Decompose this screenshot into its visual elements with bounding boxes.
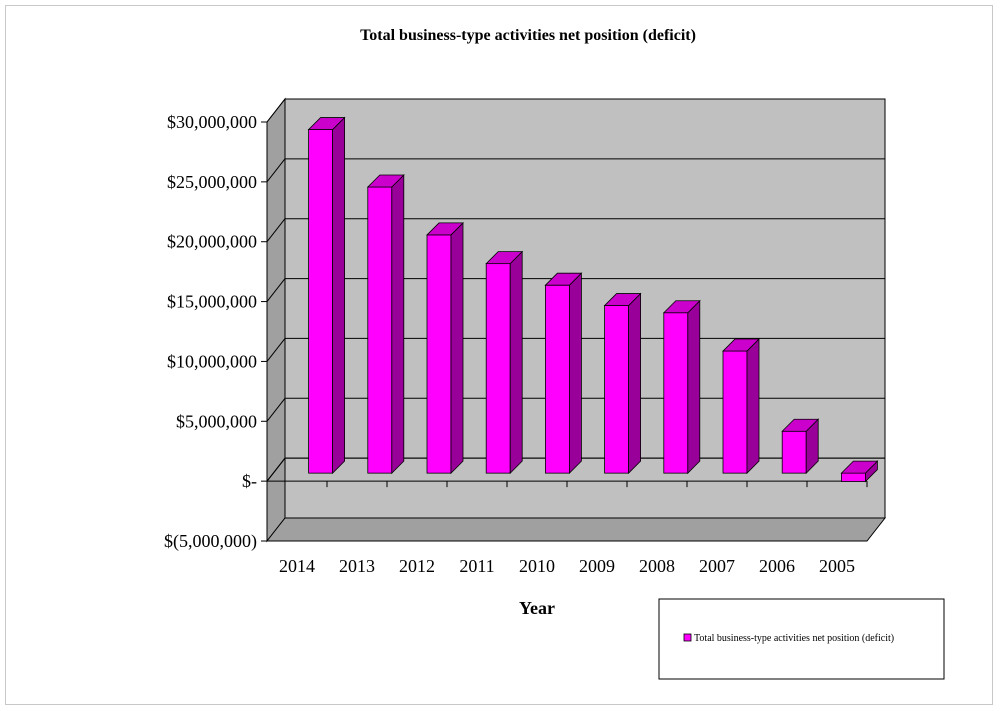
chart-title: Total business-type activities net posit… xyxy=(360,27,696,44)
gridline-side xyxy=(266,218,286,243)
bar-top xyxy=(485,251,524,265)
y-tick-label: $- xyxy=(242,471,257,491)
x-tick-label: 2006 xyxy=(759,556,795,576)
bar-front xyxy=(663,312,689,474)
x-tick-label: 2008 xyxy=(639,556,675,576)
bar xyxy=(544,272,583,475)
bar-front xyxy=(781,430,807,474)
bar-front xyxy=(426,234,452,474)
bar-side xyxy=(509,250,523,475)
bar-front xyxy=(485,263,511,474)
bar-front xyxy=(841,472,866,482)
bar xyxy=(307,116,346,475)
x-tick-label: 2009 xyxy=(579,556,615,576)
plot-side-wall xyxy=(266,97,286,543)
bar xyxy=(840,460,879,483)
bar-side xyxy=(569,272,582,475)
bar-top xyxy=(662,300,701,314)
y-tick-label: $5,000,000 xyxy=(176,411,257,431)
y-tick-label: $(5,000,000) xyxy=(164,531,257,552)
x-tick-label: 2007 xyxy=(699,556,735,576)
x-tick-label: 2005 xyxy=(819,556,855,576)
bar xyxy=(485,250,524,475)
bar-front xyxy=(604,305,629,474)
x-axis: 2014 2013 2012 2011 2010 2009 2008 2007 2006 2005 xyxy=(266,480,868,576)
bar-top xyxy=(722,338,760,352)
bar xyxy=(662,299,701,475)
x-tick-label: 2012 xyxy=(399,556,435,576)
bar-side xyxy=(332,116,346,475)
y-tick-label: $20,000,000 xyxy=(167,232,257,252)
y-tick-label: $10,000,000 xyxy=(167,351,257,371)
gridline-side xyxy=(266,338,286,362)
bar-side xyxy=(450,221,464,475)
gridline-side xyxy=(266,98,286,123)
x-tick-label: 2011 xyxy=(459,556,494,576)
gridline-side xyxy=(266,158,286,183)
bar-top xyxy=(366,174,405,188)
bar-front xyxy=(545,284,570,474)
legend: Total business-type activities net posit… xyxy=(658,598,945,680)
bar-top xyxy=(426,222,464,236)
bar-side xyxy=(687,299,701,475)
bar-top xyxy=(781,418,820,432)
bar-top xyxy=(840,460,879,474)
y-tick-label: $25,000,000 xyxy=(167,172,257,192)
gridline-side xyxy=(266,397,286,422)
gridline-side xyxy=(266,278,286,302)
bar-side xyxy=(746,338,760,475)
plot-floor xyxy=(265,517,887,542)
y-axis: $30,000,000 $25,000,000 $20,000,000 $15,000… xyxy=(164,112,268,552)
bar xyxy=(366,174,405,475)
bar-side xyxy=(628,292,641,475)
legend-swatch xyxy=(683,633,692,642)
x-axis-label: Year xyxy=(519,598,555,618)
legend-box xyxy=(658,598,945,680)
bar-front xyxy=(722,350,748,474)
legend-label: Total business-type activities net posit… xyxy=(694,633,894,644)
bar xyxy=(781,418,820,475)
bar-front xyxy=(367,186,393,474)
bar-side xyxy=(391,174,405,475)
bar xyxy=(603,292,642,475)
x-tick-label: 2010 xyxy=(519,556,555,576)
bars xyxy=(307,116,879,483)
bar xyxy=(722,338,760,475)
y-tick-label: $30,000,000 xyxy=(167,112,257,132)
bar-front xyxy=(308,129,334,474)
bar-top xyxy=(544,272,583,286)
x-tick-label: 2014 xyxy=(279,556,315,576)
bar xyxy=(426,221,464,475)
bar-top xyxy=(603,293,642,306)
y-tick-label: $15,000,000 xyxy=(167,292,257,312)
bar-top xyxy=(307,117,346,130)
x-tick-label: 2013 xyxy=(339,556,375,576)
